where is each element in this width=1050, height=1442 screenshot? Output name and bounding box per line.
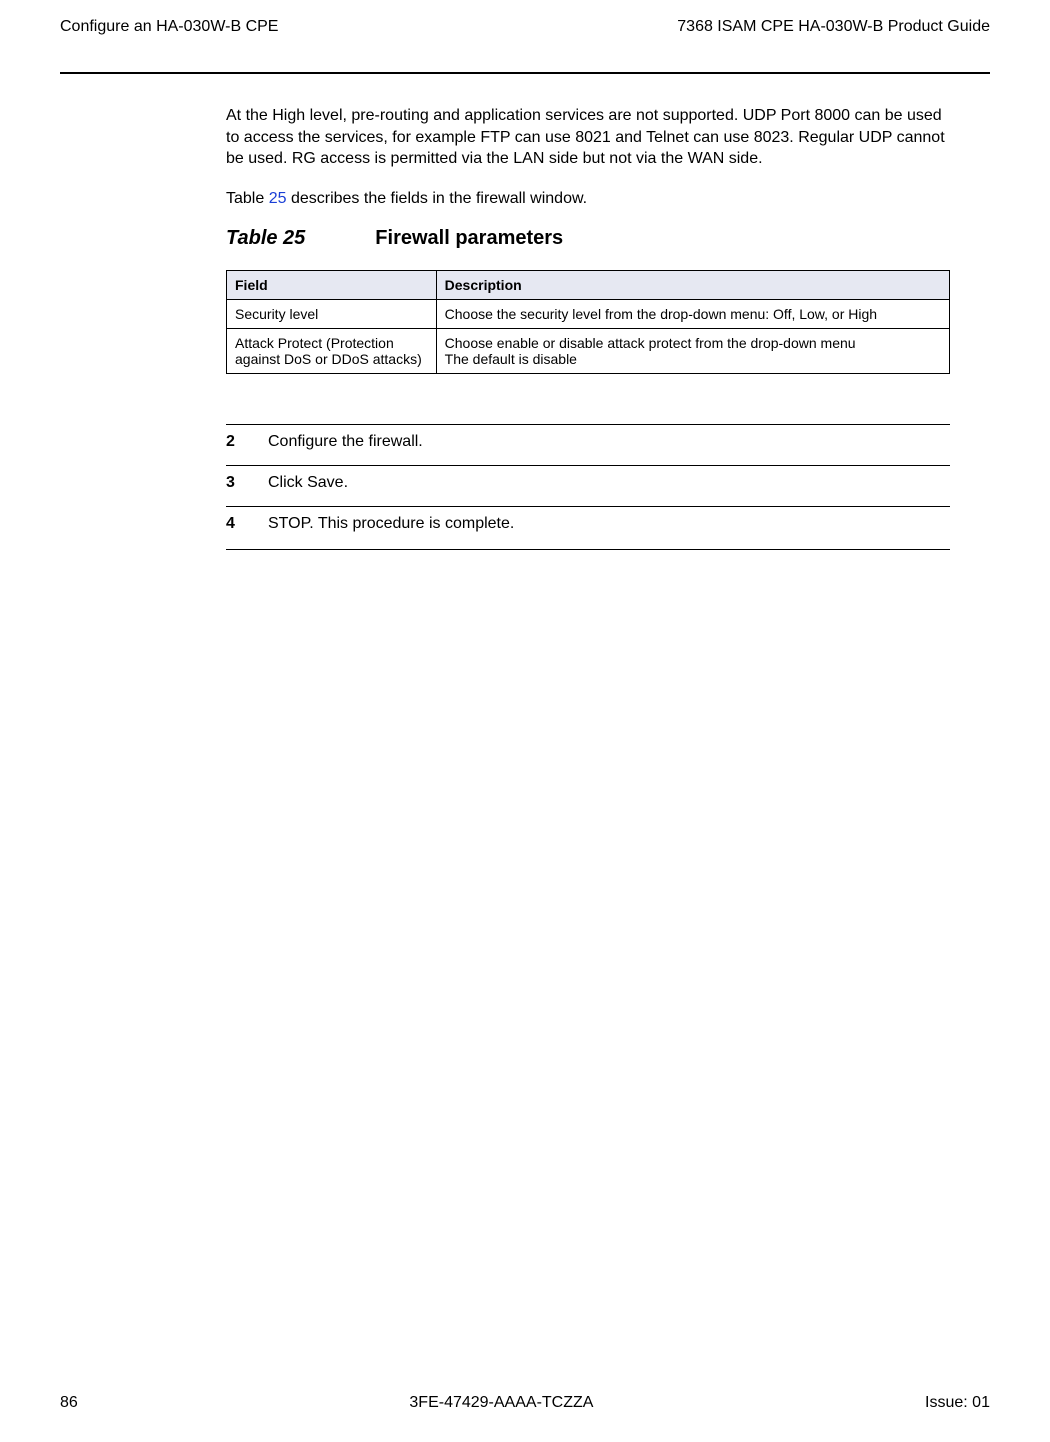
page-footer: 86 3FE-47429-AAAA-TCZZA Issue: 01 [60, 1394, 990, 1412]
step-text: Configure the firewall. [268, 433, 423, 451]
table-reference: Table 25 describes the fields in the fir… [226, 188, 950, 210]
firewall-params-table: Field Description Security level Choose … [226, 270, 950, 374]
step-text: STOP. This procedure is complete. [268, 515, 514, 533]
table-title: Firewall parameters [375, 227, 563, 250]
cell-desc-line: The default is disable [445, 351, 941, 367]
cell-desc-line: Choose enable or disable attack protect … [445, 335, 941, 351]
header-right: 7368 ISAM CPE HA-030W-B Product Guide [677, 18, 990, 36]
step-number: 4 [226, 515, 240, 533]
col-header-field: Field [227, 271, 437, 300]
header-left: Configure an HA-030W-B CPE [60, 18, 278, 36]
footer-page-number: 86 [60, 1394, 78, 1412]
table-ref-prefix: Table [226, 190, 269, 207]
step-rule [226, 549, 950, 550]
table-caption: Table 25 Firewall parameters [226, 227, 950, 250]
header-rule [60, 72, 990, 74]
cell-desc: Choose the security level from the drop-… [436, 300, 949, 329]
step-item: 4 STOP. This procedure is complete. [226, 515, 950, 547]
table-ref-link[interactable]: 25 [269, 190, 287, 207]
table-number: Table 25 [226, 227, 305, 250]
step-rule [226, 465, 950, 466]
intro-paragraph: At the High level, pre-routing and appli… [226, 105, 950, 170]
table-ref-suffix: describes the fields in the firewall win… [287, 190, 588, 207]
table-row: Attack Protect (Protection against DoS o… [227, 329, 950, 374]
step-item: 2 Configure the firewall. [226, 433, 950, 465]
steps-list: 2 Configure the firewall. 3 Click Save. … [226, 424, 950, 550]
step-item: 3 Click Save. [226, 474, 950, 506]
cell-field: Security level [227, 300, 437, 329]
step-rule [226, 506, 950, 507]
footer-doc-id: 3FE-47429-AAAA-TCZZA [409, 1394, 593, 1412]
footer-issue: Issue: 01 [925, 1394, 990, 1412]
cell-desc: Choose enable or disable attack protect … [436, 329, 949, 374]
step-rule [226, 424, 950, 425]
step-text: Click Save. [268, 474, 348, 492]
col-header-description: Description [436, 271, 949, 300]
step-number: 3 [226, 474, 240, 492]
cell-field: Attack Protect (Protection against DoS o… [227, 329, 437, 374]
step-number: 2 [226, 433, 240, 451]
table-row: Security level Choose the security level… [227, 300, 950, 329]
